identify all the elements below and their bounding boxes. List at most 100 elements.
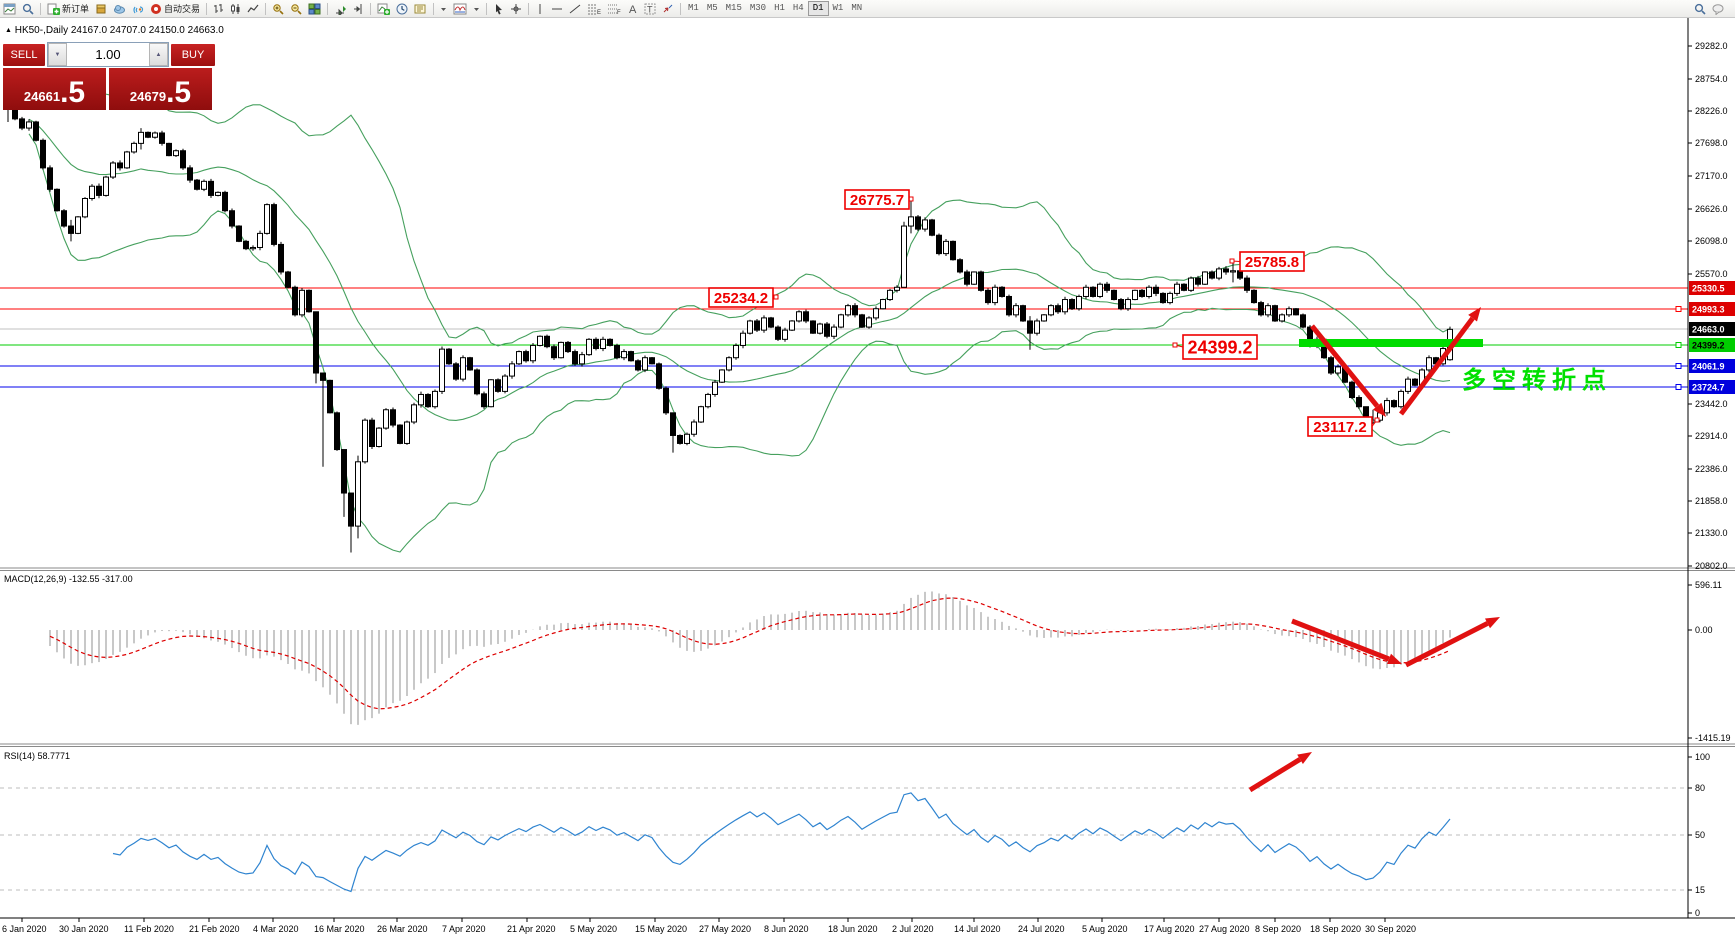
cursor-icon[interactable] [490,1,507,16]
candlestick-icon[interactable] [227,1,244,16]
price-tick-label: 25570.0 [1695,269,1728,279]
text-icon[interactable]: A [624,1,641,16]
fibo-f-icon[interactable]: F [604,1,624,16]
date-tick-label: 7 Apr 2020 [442,924,486,934]
rsi-tick-label: 0 [1695,908,1700,918]
volume-down-icon[interactable]: ▼ [48,43,67,66]
candle-body [1202,271,1208,285]
crosshair-icon[interactable] [507,1,525,16]
sell-price-panel[interactable]: 24661 .5 [3,68,106,110]
trend-arrow-rsi-up[interactable] [1248,757,1302,793]
trend-arrow-main-down[interactable] [1310,324,1380,408]
candle-body [929,219,935,236]
horizontal-line-icon[interactable] [548,1,566,16]
trend-arrow-main-up[interactable] [1398,316,1475,416]
candle-body [1279,314,1285,322]
sell-button[interactable]: SELL [3,43,45,66]
price-callout-value: 24399.2 [1187,337,1252,357]
timeframe-h1[interactable]: H1 [774,3,785,13]
line-handle-marker[interactable] [1675,342,1682,348]
volume-up-icon[interactable]: ▲ [149,43,168,66]
buy-button[interactable]: BUY [171,43,215,66]
timeframe-mn[interactable]: MN [851,3,863,13]
line-handle-marker[interactable] [1675,384,1682,390]
signals-icon[interactable] [129,1,147,16]
timeframe-m1[interactable]: M1 [688,3,699,13]
line-chart-icon[interactable] [244,1,262,16]
macd-tick-label: 0.00 [1695,625,1713,635]
price-callout-box[interactable] [844,189,910,210]
candle-body [1132,289,1138,301]
line-handle-marker[interactable] [1675,363,1682,369]
support-zone-bar[interactable] [1299,339,1483,347]
candle-body [411,404,417,423]
timeframe-d1[interactable]: D1 [807,1,829,16]
price-badge-label: 24061.9 [1692,362,1725,372]
volume-spinner[interactable]: ▼ 1.00 ▲ [47,42,169,67]
cn-annotation-text: 多空转折点 [1462,367,1612,394]
price-tick-label: 22914.0 [1695,431,1728,441]
timeframe-w1[interactable]: W1 [832,3,844,13]
collapse-marker-icon[interactable]: ▲ [5,27,12,34]
toolbar-separator [528,2,530,15]
zoom-out-icon[interactable] [287,1,305,16]
price-callout-value: 25785.8 [1245,254,1299,271]
search-icon[interactable] [1691,1,1709,16]
candle-body [1405,378,1411,392]
trend-arrow-macd-down[interactable] [1291,618,1390,662]
candle-body [1328,357,1334,374]
candle-body [1251,289,1257,304]
indicator-list-icon[interactable] [450,1,470,16]
buy-price-main: 24679 [129,89,167,104]
tile-windows-icon[interactable] [305,1,324,16]
line-handle-marker[interactable] [1675,306,1682,312]
dropdown-icon[interactable] [437,1,450,16]
new-order-icon[interactable]: 新订单 [44,1,92,16]
cloud-icon[interactable] [110,1,129,16]
dropdown-icon[interactable] [470,1,483,16]
buy-price-panel[interactable]: 24679 .5 [109,68,212,110]
timeframe-m15[interactable]: M15 [725,3,742,13]
chart-shift-icon[interactable] [349,1,367,16]
zoom-in-icon[interactable] [269,1,287,16]
trendline-icon[interactable] [566,1,584,16]
candle-body [117,162,123,169]
deposit-icon[interactable] [92,1,110,16]
periods-icon[interactable] [393,1,411,16]
candle-body [761,317,767,331]
indicators-icon[interactable] [374,1,393,16]
candle-body [376,427,382,448]
candle-body [236,225,242,242]
price-callout-box[interactable] [1239,251,1305,272]
new-order-label[interactable]: 新订单 [62,4,90,14]
candle-body [1426,357,1432,371]
candle-body [810,320,816,334]
price-callout-box[interactable] [1307,416,1373,437]
auto-scroll-icon[interactable] [331,1,349,16]
candle-body [460,357,466,380]
fibo-e-icon[interactable]: E [584,1,604,16]
timeframe-m5[interactable]: M5 [706,3,718,13]
templates-icon[interactable] [411,1,430,16]
search-icon[interactable] [19,1,37,16]
price-callout-box[interactable] [1182,334,1258,360]
autotrade-icon[interactable]: 自动交易 [147,1,203,16]
chat-icon[interactable] [1709,1,1729,16]
price-badge-label: 24663.0 [1692,325,1725,335]
timeframe-m30[interactable]: M30 [749,3,767,13]
candle-body [950,240,956,261]
price-callout-box[interactable] [708,287,774,308]
arrows-icon[interactable] [659,1,677,16]
candle-body [320,372,326,381]
text-label-icon[interactable]: T [641,1,659,16]
vertical-line-icon[interactable] [532,1,548,16]
charts-icon[interactable] [0,1,19,16]
trend-arrow-main-down-head [1372,402,1386,417]
timeframe-h4[interactable]: H4 [792,3,804,13]
bar-chart-icon[interactable] [210,1,227,16]
autotrade-label[interactable]: 自动交易 [164,4,201,14]
trend-arrow-macd-up[interactable] [1404,621,1489,668]
volume-value[interactable]: 1.00 [95,47,121,62]
date-tick-label: 21 Apr 2020 [507,924,556,934]
